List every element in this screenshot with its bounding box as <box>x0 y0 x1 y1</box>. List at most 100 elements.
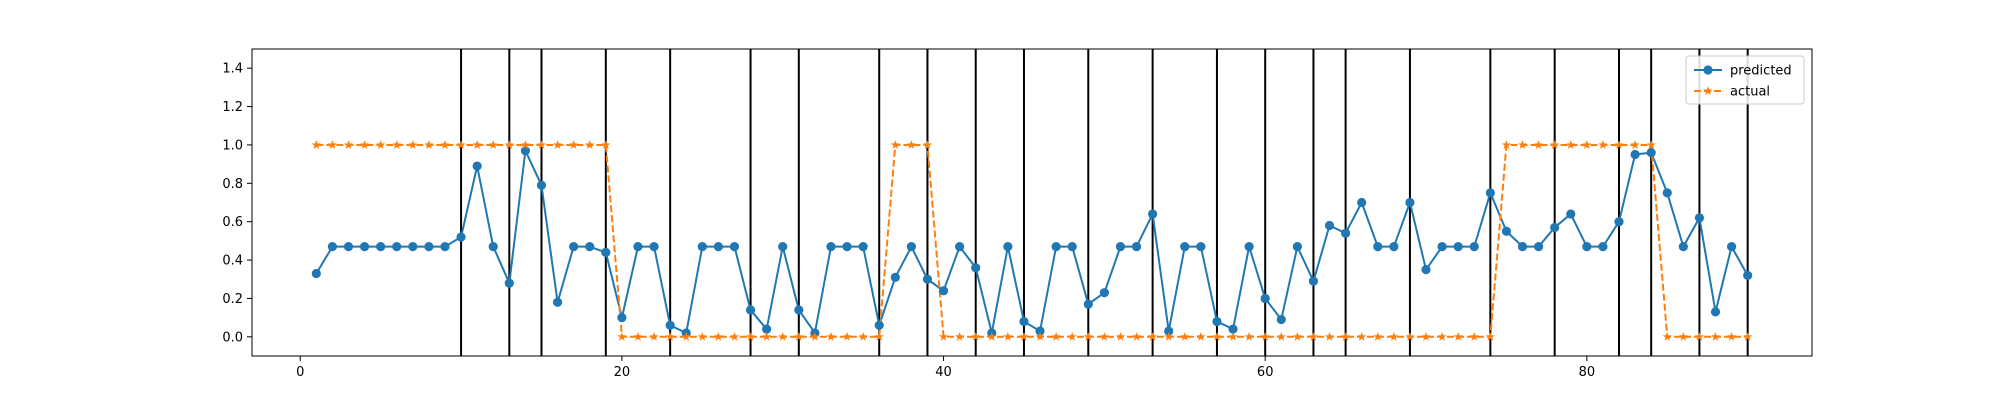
predicted-point <box>729 242 740 252</box>
actual-point <box>1244 332 1254 341</box>
y-tick-label: 1.2 <box>222 100 243 115</box>
actual-point <box>810 332 820 341</box>
y-tick-label: 0.6 <box>222 215 243 230</box>
predicted-point <box>938 286 949 296</box>
predicted-point <box>327 242 338 252</box>
x-tick-label: 80 <box>1579 365 1596 380</box>
actual-point <box>1582 140 1592 149</box>
predicted-point <box>1453 242 1463 252</box>
predicted-point <box>1035 326 1045 336</box>
x-tick-label: 40 <box>935 365 952 380</box>
actual-point <box>1164 332 1174 341</box>
actual-point <box>1357 332 1367 341</box>
actual-point <box>1035 332 1045 341</box>
predicted-point <box>488 242 498 252</box>
predicted-point <box>1517 242 1528 252</box>
actual-point <box>729 332 740 341</box>
actual-point <box>874 332 884 341</box>
predicted-point <box>778 242 788 252</box>
actual-point <box>1003 332 1013 341</box>
predicted-point <box>1469 242 1479 252</box>
predicted-point <box>665 320 675 330</box>
x-tick-label: 20 <box>614 365 631 380</box>
actual-point <box>1727 332 1737 341</box>
actual-point <box>858 332 868 341</box>
actual-point <box>376 140 386 149</box>
predicted-point <box>1389 242 1399 252</box>
predicted-point <box>1341 228 1351 238</box>
actual-point <box>1710 332 1721 341</box>
y-axis: 0.0 0.2 0.4 0.6 0.8 1.0 1.2 1.4 <box>222 62 252 345</box>
actual-point <box>1421 332 1431 341</box>
actual-point <box>1067 332 1077 341</box>
predicted-point <box>1115 242 1126 252</box>
actual-point <box>1614 140 1624 149</box>
actual-point <box>360 140 370 149</box>
predicted-point <box>858 242 868 252</box>
actual-point <box>343 140 354 149</box>
predicted-point <box>440 242 450 252</box>
actual-point <box>890 140 900 149</box>
predicted-point <box>343 242 354 252</box>
predicted-point <box>1276 314 1286 325</box>
actual-point <box>601 140 611 149</box>
actual-point <box>456 140 466 149</box>
y-tick-label: 1.0 <box>222 138 243 153</box>
series-lines <box>315 143 1749 338</box>
y-tick-label: 0.8 <box>222 177 243 192</box>
actual-point <box>408 140 418 149</box>
actual-point <box>697 332 707 341</box>
actual-point <box>665 332 675 341</box>
actual-point <box>504 140 514 149</box>
actual-point <box>842 332 852 341</box>
predicted-point <box>1405 197 1415 208</box>
predicted-point <box>1019 316 1029 327</box>
actual-point <box>1469 332 1479 341</box>
actual-point <box>1051 332 1061 341</box>
predicted-point <box>424 242 434 252</box>
predicted-point <box>1485 188 1495 198</box>
actual-point <box>1566 140 1576 149</box>
predicted-point <box>1196 242 1206 252</box>
actual-point <box>922 140 933 149</box>
actual-point <box>1678 332 1688 341</box>
predicted-point <box>1646 148 1656 158</box>
plot-area-frame <box>251 48 1813 357</box>
predicted-line <box>315 149 1749 334</box>
predicted-point <box>1550 222 1560 233</box>
predicted-point <box>826 242 836 252</box>
predicted-point <box>1308 276 1319 286</box>
actual-point <box>938 332 949 341</box>
actual-point <box>1501 140 1511 149</box>
legend-marker-actual <box>1703 86 1713 95</box>
y-tick-label: 0.0 <box>222 330 243 345</box>
actual-point <box>778 332 788 341</box>
predicted-point <box>1566 209 1576 219</box>
predicted-point <box>842 242 852 252</box>
predicted-point <box>1598 242 1608 252</box>
predicted-point <box>971 263 981 273</box>
actual-point <box>1341 332 1351 341</box>
actual-point <box>1405 332 1415 341</box>
actual-point <box>826 332 836 341</box>
predicted-point <box>955 242 965 252</box>
actual-point <box>327 140 337 149</box>
series-markers <box>311 140 1753 341</box>
legend-label-actual: actual <box>1730 85 1770 100</box>
actual-point <box>1131 332 1142 341</box>
actual-point <box>569 140 579 149</box>
x-tick-label: 60 <box>1257 365 1274 380</box>
actual-point <box>1694 332 1704 341</box>
predicted-point <box>649 242 659 252</box>
predicted-point <box>1180 242 1190 252</box>
predicted-point <box>1164 326 1174 336</box>
actual-point <box>1260 332 1270 341</box>
predicted-point <box>1630 149 1640 160</box>
predicted-point <box>1228 324 1238 334</box>
predicted-point <box>1003 242 1013 252</box>
actual-point <box>794 332 804 341</box>
predicted-point <box>633 242 643 252</box>
actual-point <box>1534 140 1544 149</box>
actual-point <box>1148 332 1158 341</box>
